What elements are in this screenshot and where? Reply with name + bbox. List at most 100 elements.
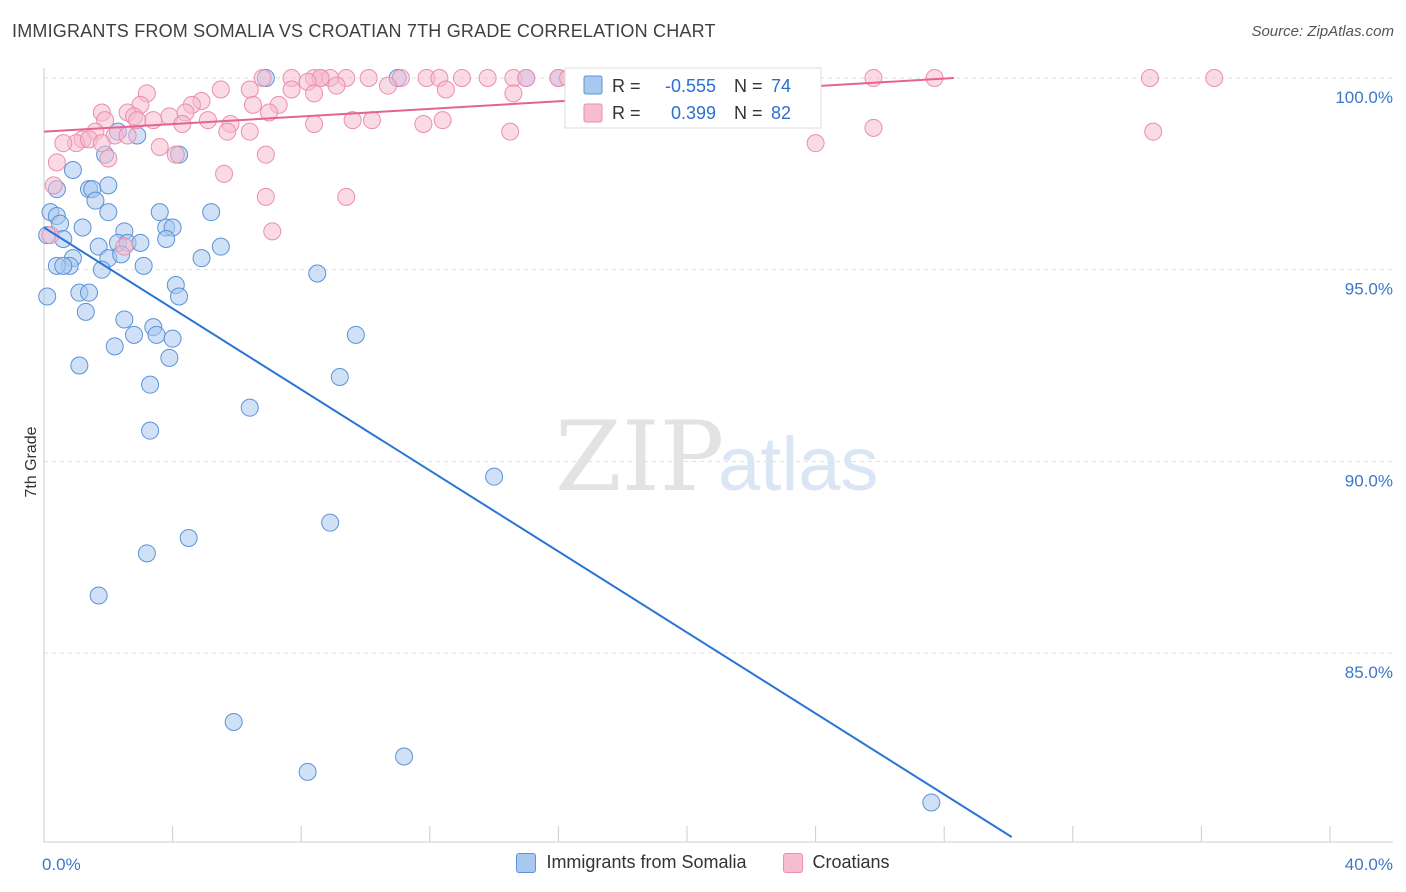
somalia-point-60 [70, 356, 89, 375]
source-label: Source: ZipAtlas.com [1251, 23, 1394, 40]
y-tick-label-2: 90.0% [1345, 471, 1393, 490]
somalia-point-24 [73, 218, 92, 237]
stats-croatia-r-value: 0.399 [671, 103, 716, 123]
somalia-point-70 [224, 713, 243, 731]
croatia-point-80 [41, 226, 60, 245]
croatia-point-32 [504, 84, 523, 103]
somalia-point-13 [99, 176, 118, 195]
somalia-point-17 [86, 191, 105, 210]
stats-croatia-n-label: N = [734, 103, 763, 123]
croatia-point-68 [240, 122, 259, 141]
tick-labels: 100.0% 95.0% 90.0% 85.0% 0.0% 40.0% [42, 88, 1393, 874]
croatia-point-26 [379, 76, 398, 95]
croatia-point-75 [215, 164, 234, 183]
somalia-point-66 [321, 513, 340, 532]
stats-box: R = -0.555 N = 74 R = 0.399 N = 82 [564, 67, 822, 129]
y-tick-label-0: 100.0% [1335, 88, 1393, 107]
somalia-point-41 [54, 256, 73, 275]
croatia-point-72 [166, 145, 185, 164]
x-tick-label-0: 0.0% [42, 855, 81, 874]
croatia-point-49 [198, 111, 217, 130]
legend-swatch-somalia [516, 852, 537, 873]
croatia-point-73 [99, 149, 118, 168]
somalia-point-48 [80, 283, 99, 302]
somalia-point-73 [922, 793, 941, 812]
croatia-point-56 [501, 122, 520, 141]
croatia-point-66 [92, 134, 111, 153]
croatia-point-39 [260, 103, 279, 122]
somalia-point-44 [192, 249, 211, 268]
croatia-point-64 [54, 134, 73, 153]
legend-item-somalia[interactable]: Immigrants from Somalia [516, 852, 747, 873]
croatia-point-31 [305, 84, 324, 103]
croatia-point-55 [433, 111, 452, 130]
stats-croatia-r-label: R = [612, 103, 641, 123]
croatia-point-57 [864, 118, 883, 137]
somalia-point-67 [179, 529, 198, 547]
stats-swatch-somalia [583, 75, 603, 95]
croatia-point-27 [436, 80, 455, 99]
stats-box-frame [564, 67, 822, 129]
croatia-point-58 [1144, 122, 1163, 141]
somalia-point-69 [89, 586, 108, 605]
croatia-point-29 [211, 80, 230, 99]
croatia-point-67 [218, 122, 237, 141]
somalia-point-71 [395, 747, 414, 766]
croatia-point-74 [47, 153, 66, 172]
somalia-trend-line [43, 226, 1013, 838]
croatia-point-30 [282, 80, 301, 99]
legend-swatch-croatia [782, 852, 803, 873]
somalia-point-65 [485, 467, 504, 486]
somalia-point-45 [308, 264, 327, 283]
croatia-point-25 [327, 76, 346, 95]
y-tick-label-1: 95.0% [1345, 280, 1393, 299]
somalia-point-52 [115, 310, 134, 329]
croatia-point-47 [128, 111, 147, 130]
somalia-point-58 [105, 337, 124, 356]
croatia-point-76 [44, 176, 63, 195]
stats-swatch-croatia [583, 103, 603, 123]
somalia-point-62 [141, 375, 160, 394]
stats-somalia-n-label: N = [734, 76, 763, 96]
axes [43, 68, 1393, 843]
somalia-point-20 [202, 203, 221, 222]
somalia-point-63 [240, 398, 259, 417]
legend-item-croatia[interactable]: Croatians [782, 852, 890, 873]
somalia-point-49 [38, 287, 57, 306]
grid-lines [44, 77, 1393, 654]
somalia-point-34 [157, 230, 176, 248]
croatia-point-36 [243, 95, 262, 114]
croatia-point-52 [343, 111, 362, 130]
watermark-zip: ZIP [555, 401, 724, 513]
croatia-point-77 [256, 187, 275, 206]
croatia-point-71 [256, 145, 275, 164]
croatia-point-11 [452, 69, 471, 87]
somalia-point-56 [125, 325, 144, 344]
chart-title: IMMIGRANTS FROM SOMALIA VS CROATIAN 7TH … [12, 21, 716, 41]
legend-label-croatia: Croatians [812, 852, 890, 872]
croatia-point-0 [253, 69, 272, 87]
somalia-point-68 [137, 544, 156, 563]
somalia-point-57 [346, 325, 365, 344]
somalia-point-19 [150, 203, 169, 222]
stats-somalia-r-value: -0.555 [665, 76, 716, 96]
stats-somalia-n-value: 74 [771, 76, 791, 96]
somalia-point-35 [211, 237, 230, 256]
somalia-point-18 [99, 203, 118, 222]
legend-label-somalia: Immigrants from Somalia [546, 852, 747, 872]
watermark-atlas: atlas [718, 422, 879, 507]
somalia-point-50 [170, 287, 189, 306]
somalia-point-61 [330, 368, 349, 386]
croatia-point-14 [517, 69, 536, 87]
somalia-point-51 [76, 302, 95, 321]
somalia-point-55 [163, 329, 182, 348]
legend: Immigrants from Somalia Croatians [0, 852, 1406, 873]
croatia-point-54 [414, 115, 433, 133]
croatia-point-53 [362, 111, 381, 130]
croatia-point-12 [478, 69, 497, 87]
croatia-point-69 [150, 138, 169, 156]
somalia-point-43 [134, 256, 153, 275]
somalia-point-72 [298, 762, 317, 781]
y-axis-label: 7th Grade [23, 426, 40, 497]
